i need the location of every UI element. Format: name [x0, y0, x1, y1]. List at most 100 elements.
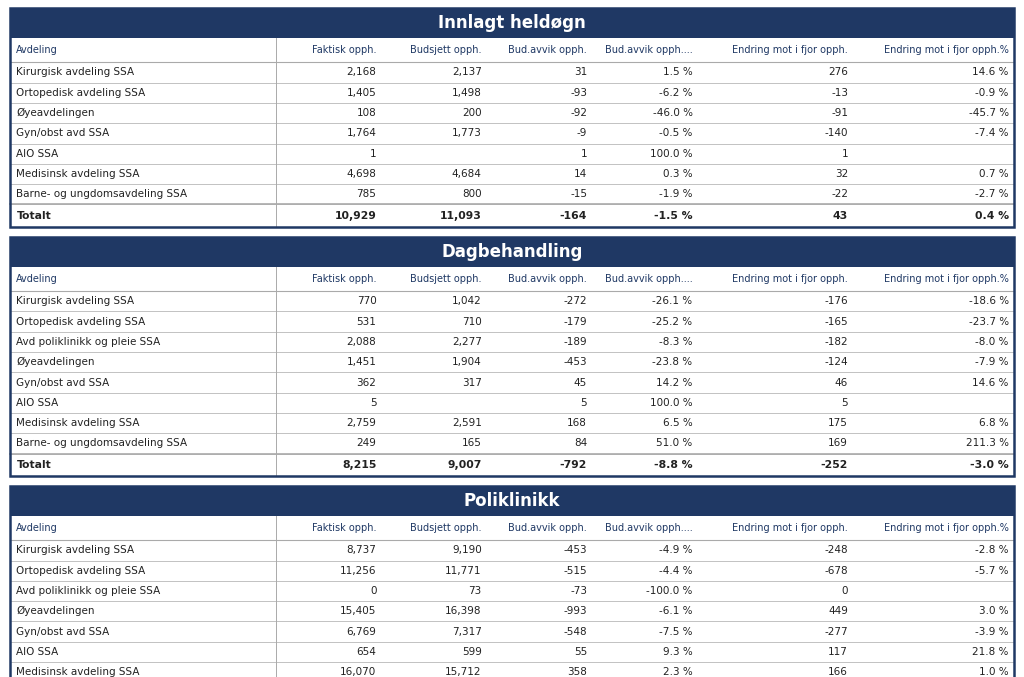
Text: 6,769: 6,769	[346, 627, 377, 636]
Text: 11,771: 11,771	[445, 566, 481, 575]
Bar	[10, 581, 1014, 601]
Text: -7.9 %: -7.9 %	[975, 357, 1009, 367]
Bar	[10, 8, 1014, 227]
Text: -25.2 %: -25.2 %	[652, 317, 692, 326]
Text: 16,070: 16,070	[340, 668, 377, 677]
Text: 9,007: 9,007	[447, 460, 481, 470]
Text: AIO SSA: AIO SSA	[16, 647, 58, 657]
Bar	[10, 486, 1014, 677]
Text: Avdeling: Avdeling	[16, 523, 58, 533]
Text: 2,168: 2,168	[346, 68, 377, 77]
Text: 8,737: 8,737	[346, 546, 377, 555]
Text: -124: -124	[824, 357, 848, 367]
Bar	[10, 144, 1014, 164]
Text: -3.9 %: -3.9 %	[975, 627, 1009, 636]
Text: -515: -515	[563, 566, 587, 575]
Text: -22: -22	[831, 190, 848, 199]
Text: Bud.avvik opph....: Bud.avvik opph....	[605, 523, 692, 533]
Text: 200: 200	[462, 108, 481, 118]
Text: -5.7 %: -5.7 %	[975, 566, 1009, 575]
Text: -189: -189	[563, 337, 587, 347]
Text: -13: -13	[831, 88, 848, 97]
Text: 51.0 %: 51.0 %	[656, 439, 692, 448]
Text: -179: -179	[563, 317, 587, 326]
Text: Endring mot i fjor opph.%: Endring mot i fjor opph.%	[884, 274, 1009, 284]
Text: 21.8 %: 21.8 %	[972, 647, 1009, 657]
Text: -0.5 %: -0.5 %	[659, 129, 692, 138]
Bar	[10, 38, 1014, 62]
Bar	[10, 540, 1014, 561]
Text: -46.0 %: -46.0 %	[652, 108, 692, 118]
Text: 9.3 %: 9.3 %	[663, 647, 692, 657]
Text: 531: 531	[356, 317, 377, 326]
Text: 46: 46	[835, 378, 848, 387]
Text: Bud.avvik opph.: Bud.avvik opph.	[508, 523, 587, 533]
Bar	[10, 642, 1014, 662]
Text: 1.5 %: 1.5 %	[663, 68, 692, 77]
Text: -678: -678	[824, 566, 848, 575]
Text: -548: -548	[563, 627, 587, 636]
Text: -4.9 %: -4.9 %	[659, 546, 692, 555]
Text: Kirurgisk avdeling SSA: Kirurgisk avdeling SSA	[16, 297, 134, 306]
Bar	[10, 413, 1014, 433]
Text: -182: -182	[824, 337, 848, 347]
Bar	[10, 433, 1014, 454]
Text: -252: -252	[820, 460, 848, 470]
Bar	[10, 267, 1014, 291]
Text: 2,137: 2,137	[452, 68, 481, 77]
Text: Endring mot i fjor opph.: Endring mot i fjor opph.	[732, 523, 848, 533]
Text: -792: -792	[560, 460, 587, 470]
Text: 55: 55	[573, 647, 587, 657]
Text: 2,759: 2,759	[346, 418, 377, 428]
Text: -8.0 %: -8.0 %	[975, 337, 1009, 347]
Text: 2,591: 2,591	[452, 418, 481, 428]
Text: 1,451: 1,451	[346, 357, 377, 367]
Text: Medisinsk avdeling SSA: Medisinsk avdeling SSA	[16, 169, 140, 179]
Text: Budsjett opph.: Budsjett opph.	[411, 523, 481, 533]
Bar	[10, 103, 1014, 123]
Text: 10,929: 10,929	[335, 211, 377, 221]
Text: 5: 5	[581, 398, 587, 408]
Text: 6.5 %: 6.5 %	[663, 418, 692, 428]
Text: 14.6 %: 14.6 %	[972, 378, 1009, 387]
Text: 45: 45	[573, 378, 587, 387]
Bar	[10, 83, 1014, 103]
Text: AIO SSA: AIO SSA	[16, 149, 58, 158]
Text: -993: -993	[563, 607, 587, 616]
Text: -100.0 %: -100.0 %	[646, 586, 692, 596]
Text: 2,088: 2,088	[347, 337, 377, 347]
Text: -6.2 %: -6.2 %	[659, 88, 692, 97]
Text: 1,498: 1,498	[452, 88, 481, 97]
Text: -2.7 %: -2.7 %	[975, 190, 1009, 199]
Text: Poliklinikk: Poliklinikk	[464, 492, 560, 510]
Bar	[10, 311, 1014, 332]
Bar	[10, 601, 1014, 621]
Text: Avd poliklinikk og pleie SSA: Avd poliklinikk og pleie SSA	[16, 337, 161, 347]
Bar	[10, 621, 1014, 642]
Text: 599: 599	[462, 647, 481, 657]
Text: Endring mot i fjor opph.: Endring mot i fjor opph.	[732, 274, 848, 284]
Text: 1,773: 1,773	[452, 129, 481, 138]
Bar	[10, 237, 1014, 476]
Text: Øyeavdelingen: Øyeavdelingen	[16, 357, 95, 368]
Bar	[10, 291, 1014, 311]
Text: -8.8 %: -8.8 %	[654, 460, 692, 470]
Text: 0.4 %: 0.4 %	[975, 211, 1009, 221]
Text: Faktisk opph.: Faktisk opph.	[312, 45, 377, 55]
Text: -277: -277	[824, 627, 848, 636]
Text: -1.9 %: -1.9 %	[659, 190, 692, 199]
Text: -9: -9	[577, 129, 587, 138]
Text: Avdeling: Avdeling	[16, 45, 58, 55]
Text: 1,904: 1,904	[452, 357, 481, 367]
Text: Barne- og ungdomsavdeling SSA: Barne- og ungdomsavdeling SSA	[16, 190, 187, 199]
Text: 8,215: 8,215	[342, 460, 377, 470]
Text: Medisinsk avdeling SSA: Medisinsk avdeling SSA	[16, 668, 140, 677]
Text: 169: 169	[828, 439, 848, 448]
Text: Faktisk opph.: Faktisk opph.	[312, 523, 377, 533]
Text: -73: -73	[570, 586, 587, 596]
Text: -6.1 %: -6.1 %	[659, 607, 692, 616]
Bar	[10, 237, 1014, 267]
Text: 0.3 %: 0.3 %	[663, 169, 692, 179]
Text: 165: 165	[462, 439, 481, 448]
Text: Bud.avvik opph....: Bud.avvik opph....	[605, 274, 692, 284]
